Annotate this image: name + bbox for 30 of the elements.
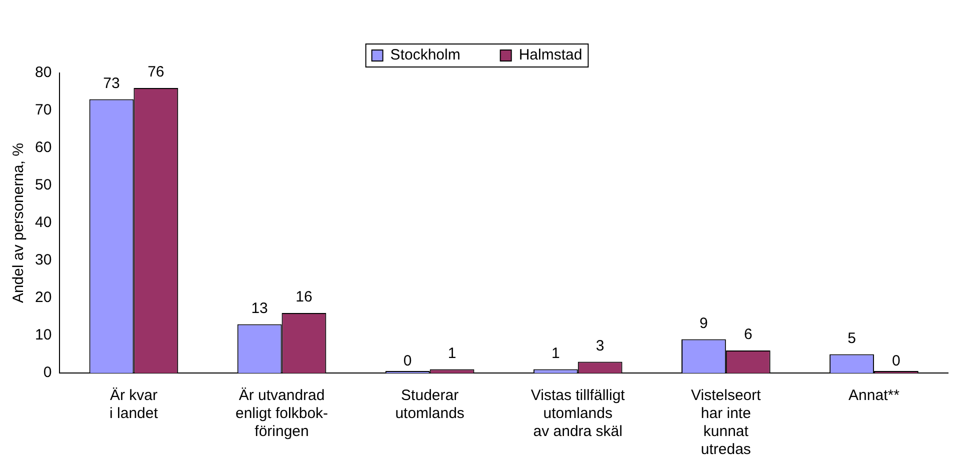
x-tick-label: Studerar utomlands — [395, 387, 464, 422]
y-tick-label: 50 — [34, 176, 52, 194]
x-tick-label: Vistas tillfälligt utomlands av andra skäl — [530, 387, 626, 440]
y-tick-label: 20 — [34, 289, 52, 306]
x-tick-label: Är kvar i landet — [110, 387, 159, 422]
legend-label: Halmstad — [518, 46, 582, 64]
y-tick-label: 10 — [34, 326, 52, 344]
y-tick-label: 0 — [43, 364, 52, 382]
data-label: 6 — [744, 326, 752, 344]
data-label: 1 — [551, 344, 560, 362]
data-label: 16 — [296, 288, 312, 306]
data-label: 13 — [251, 300, 268, 317]
data-label: 5 — [848, 330, 856, 347]
data-label: 0 — [403, 352, 412, 370]
x-tick-label: Annat** — [848, 387, 900, 404]
y-tick-label: 60 — [34, 139, 52, 156]
x-tick-label: Är utvandrad enligt folkbok- föringen — [235, 387, 328, 440]
data-label: 1 — [448, 344, 456, 362]
y-axis-title: Andel av personerna, % — [10, 142, 28, 304]
legend-label: Stockholm — [390, 46, 460, 64]
data-label: 76 — [148, 64, 164, 81]
data-label: 0 — [892, 352, 900, 370]
data-label: 3 — [596, 337, 604, 354]
x-tick-label: Vistelseort har inte kunnat utredas — [691, 387, 762, 458]
y-tick-label: 30 — [34, 252, 52, 269]
y-tick-label: 80 — [34, 64, 52, 82]
y-tick-label: 70 — [34, 102, 52, 119]
data-label: 9 — [700, 314, 708, 332]
data-label: 73 — [103, 74, 120, 92]
y-tick-label: 40 — [34, 214, 52, 232]
